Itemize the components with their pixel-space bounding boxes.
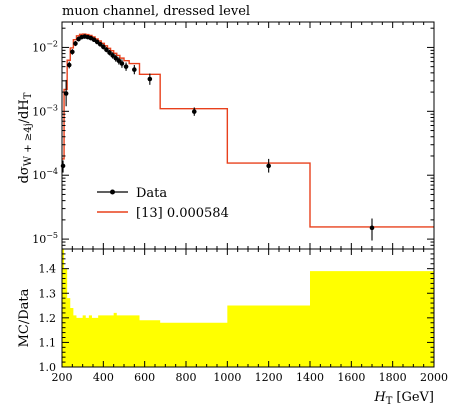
data-point bbox=[110, 52, 115, 59]
data-point bbox=[104, 47, 109, 53]
data-point-marker bbox=[104, 47, 109, 53]
y-tick-label-mantissa: 10 bbox=[32, 105, 46, 118]
data-point bbox=[60, 160, 66, 173]
data-point bbox=[123, 62, 129, 71]
x-tick-label: 400 bbox=[93, 371, 114, 384]
ratio-y-tick-label: 1.4 bbox=[39, 263, 57, 276]
data-point-marker bbox=[123, 64, 129, 69]
ratio-y-tick-label: 1.2 bbox=[39, 312, 57, 325]
y-tick-label-mantissa: 10 bbox=[32, 169, 46, 182]
data-point bbox=[94, 39, 100, 45]
data-point bbox=[70, 49, 75, 55]
y-tick-label-exponent: −5 bbox=[46, 231, 58, 240]
y-tick-label-mantissa: 10 bbox=[32, 233, 46, 246]
ratio-y-tick-label: 1.1 bbox=[39, 336, 57, 349]
x-tick-label: 2000 bbox=[420, 371, 448, 384]
data-point bbox=[369, 218, 375, 241]
data-point bbox=[116, 57, 122, 65]
data-point bbox=[66, 61, 72, 69]
y-tick-label-exponent: −4 bbox=[46, 167, 58, 176]
data-point-marker bbox=[119, 61, 125, 66]
ratio-y-axis-label: MC/Data bbox=[17, 288, 32, 347]
data-point-marker bbox=[132, 67, 137, 72]
chart-title: muon channel, dressed level bbox=[62, 4, 250, 19]
legend-data-label: Data bbox=[136, 186, 167, 201]
ratio-y-tick-label: 1.3 bbox=[39, 287, 57, 300]
y-label-den: /dH bbox=[17, 99, 32, 123]
legend-mc-label: [13] 0.000584 bbox=[136, 206, 229, 221]
data-point bbox=[132, 65, 137, 75]
data-point bbox=[97, 41, 103, 47]
y-tick-label-exponent: −2 bbox=[46, 39, 58, 48]
x-tick-label: 600 bbox=[134, 371, 155, 384]
data-point-marker bbox=[73, 41, 78, 46]
data-point-marker bbox=[97, 41, 103, 47]
main-y-axis-label: dσW + ≥4j/dHT bbox=[17, 92, 34, 183]
y-label-base: dσ bbox=[17, 166, 32, 183]
x-axis-label: HT [GeV] bbox=[373, 390, 434, 404]
x-tick-label: 1400 bbox=[296, 371, 324, 384]
x-tick-label: 1800 bbox=[379, 371, 407, 384]
y-tick-label: 10−2 bbox=[32, 39, 58, 54]
data-point bbox=[119, 59, 125, 68]
y-label-den-sub: T bbox=[23, 92, 34, 99]
data-point-marker bbox=[266, 163, 271, 169]
data-point-marker bbox=[94, 39, 100, 45]
data-point-marker bbox=[60, 163, 66, 169]
data-point bbox=[101, 44, 106, 50]
data-point-marker bbox=[101, 44, 106, 50]
data-point-marker bbox=[369, 225, 375, 231]
data-point bbox=[147, 73, 153, 85]
data-point bbox=[73, 41, 78, 47]
y-label-sub: W + ≥4j bbox=[23, 123, 34, 166]
data-point-marker bbox=[107, 50, 112, 55]
y-tick-label: 10−5 bbox=[32, 231, 58, 246]
data-point-marker bbox=[116, 58, 122, 63]
y-tick-label-mantissa: 10 bbox=[32, 41, 46, 54]
data-point bbox=[191, 107, 197, 116]
x-label-sub: T bbox=[386, 396, 393, 404]
x-label-base: H bbox=[373, 390, 386, 404]
y-tick-label: 10−4 bbox=[32, 167, 58, 182]
ratio-y-tick-label: 1.0 bbox=[39, 361, 57, 374]
data-point bbox=[113, 54, 119, 62]
y-tick-label: 10−3 bbox=[32, 103, 58, 118]
data-point-marker bbox=[70, 49, 75, 55]
data-point bbox=[266, 158, 271, 173]
ratio-plot: 200 400 600 800 1000 1200 1400 1600 1800 2000 1.0 1… bbox=[39, 248, 448, 384]
mc-step-line bbox=[62, 33, 434, 228]
x-tick-label: 1600 bbox=[337, 371, 365, 384]
data-point-marker bbox=[147, 76, 153, 82]
legend: Data [13] 0.000584 bbox=[97, 186, 229, 221]
x-tick-label: 800 bbox=[176, 371, 197, 384]
y-tick-label-exponent: −3 bbox=[46, 103, 58, 112]
data-point-marker bbox=[110, 53, 115, 58]
x-tick-label: 1200 bbox=[255, 371, 283, 384]
x-tick-label: 1000 bbox=[213, 371, 241, 384]
data-point-marker bbox=[113, 55, 119, 61]
x-tick-label: 200 bbox=[52, 371, 73, 384]
x-label-unit: [GeV] bbox=[396, 390, 434, 404]
legend-data-marker bbox=[110, 189, 115, 195]
data-point bbox=[107, 49, 112, 56]
data-point-marker bbox=[191, 109, 197, 114]
data-point-marker bbox=[66, 62, 72, 68]
ratio-band bbox=[62, 249, 434, 367]
